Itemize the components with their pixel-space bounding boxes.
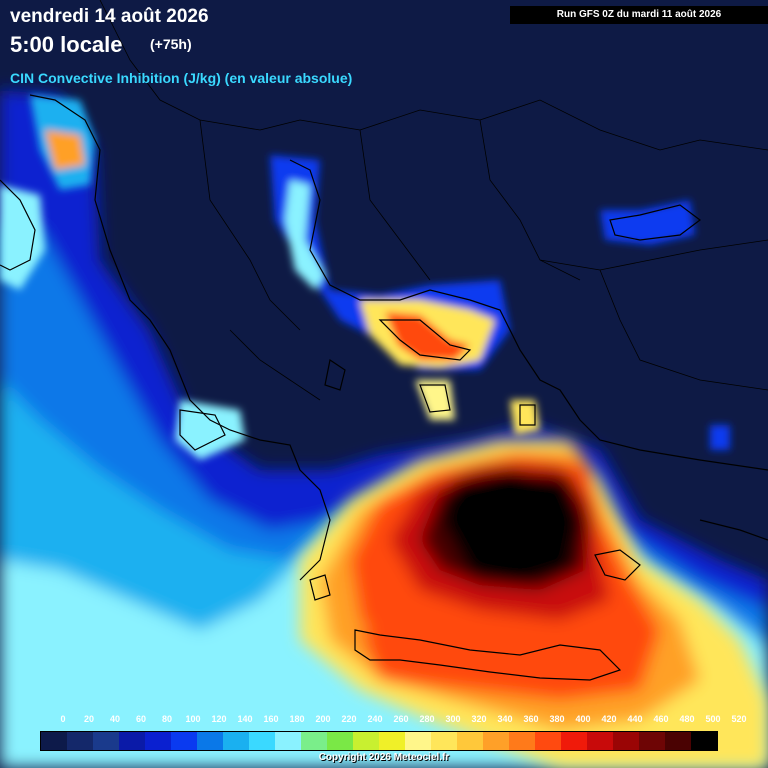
legend-tick-label: 60: [135, 714, 147, 724]
legend-tick-label: 500: [705, 714, 721, 724]
legend-swatch: [691, 732, 717, 750]
legend-tick-label: 380: [549, 714, 565, 724]
legend-tick-label: 340: [497, 714, 513, 724]
legend-color-bar: [40, 731, 718, 751]
legend-swatch: [405, 732, 431, 750]
legend-labels: 0 20 40 60 80 100 120 140 160 180 200 220 240 260 280 3…: [40, 714, 746, 728]
legend-swatch: [665, 732, 691, 750]
legend-swatch: [457, 732, 483, 750]
legend-swatch: [431, 732, 457, 750]
legend-swatch: [535, 732, 561, 750]
legend-swatch: [67, 732, 93, 750]
legend-swatch: [353, 732, 379, 750]
legend-tick-label: 280: [419, 714, 435, 724]
legend-swatch: [275, 732, 301, 750]
legend-swatch: [509, 732, 535, 750]
legend-swatch: [587, 732, 613, 750]
legend-swatch: [613, 732, 639, 750]
legend-swatch: [301, 732, 327, 750]
legend-tick-label: 440: [627, 714, 643, 724]
forecast-lead-time: (+75h): [150, 36, 192, 52]
legend-tick-label: 180: [289, 714, 305, 724]
legend-swatch: [561, 732, 587, 750]
legend-tick-label: 120: [211, 714, 227, 724]
copyright: Copyright 2026 Meteociel.fr: [318, 752, 450, 763]
legend-swatch: [145, 732, 171, 750]
legend-swatch: [379, 732, 405, 750]
legend-tick-label: 80: [161, 714, 173, 724]
legend-swatch: [639, 732, 665, 750]
country-borders: [99, 0, 768, 401]
cin-field-core: [300, 440, 768, 768]
parameter-title: CIN Convective Inhibition (J/kg) (en val…: [10, 70, 353, 86]
coastlines: [0, 94, 768, 681]
legend-tick-label: 200: [315, 714, 331, 724]
legend-swatch: [197, 732, 223, 750]
legend-tick-label: 360: [523, 714, 539, 724]
legend-tick-label: 220: [341, 714, 357, 724]
legend-swatch: [171, 732, 197, 750]
forecast-time: 5:00 locale: [10, 32, 123, 57]
legend-tick-label: 480: [679, 714, 695, 724]
legend-tick-label: 400: [575, 714, 591, 724]
legend-tick-label: 140: [237, 714, 253, 724]
legend-tick-label: 300: [445, 714, 461, 724]
model-run-label: Run GFS 0Z du mardi 11 août 2026: [510, 6, 768, 24]
legend-tick-label: 160: [263, 714, 279, 724]
legend-tick-label: 0: [60, 714, 66, 724]
legend-tick-label: 320: [471, 714, 487, 724]
legend-tick-label: 20: [83, 714, 95, 724]
legend-swatch: [483, 732, 509, 750]
legend-swatch: [119, 732, 145, 750]
legend-tick-label: 520: [731, 714, 747, 724]
legend-swatch: [249, 732, 275, 750]
legend-swatch: [327, 732, 353, 750]
legend-tick-label: 100: [185, 714, 201, 724]
legend-swatch: [223, 732, 249, 750]
legend-tick-label: 40: [109, 714, 121, 724]
legend-swatch: [93, 732, 119, 750]
legend-tick-label: 260: [393, 714, 409, 724]
legend-tick-label: 240: [367, 714, 383, 724]
forecast-date: vendredi 14 août 2026: [10, 6, 209, 27]
legend-tick-label: 420: [601, 714, 617, 724]
legend-swatch: [41, 732, 67, 750]
legend-tick-label: 460: [653, 714, 669, 724]
